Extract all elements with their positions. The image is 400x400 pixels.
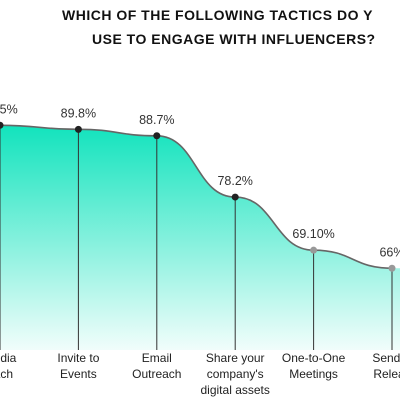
point (310, 246, 318, 254)
x-tick-label: Email (142, 351, 172, 365)
x-tick-label: each (0, 367, 13, 381)
x-tick-label: company's (207, 367, 264, 381)
x-tick-label: Outreach (132, 367, 181, 381)
value-label: 89.8% (61, 106, 96, 120)
value-label: 78.2% (217, 174, 252, 188)
x-tick-label: Events (60, 367, 97, 381)
value-label: 88.7% (139, 113, 174, 127)
x-tick-label: Media (0, 351, 17, 365)
chart-title: USE TO ENGAGE WITH INFLUENCERS? (92, 31, 376, 47)
value-label: 69.10% (292, 227, 334, 241)
x-tick-label: Meetings (289, 367, 338, 381)
x-tick-label: digital assets (201, 383, 270, 397)
area (0, 125, 400, 350)
x-tick-label: Share your (206, 351, 265, 365)
value-label: 90.5% (0, 102, 18, 116)
point (0, 121, 4, 129)
chart-title: WHICH OF THE FOLLOWING TACTICS DO Y (62, 7, 373, 23)
x-tick-label: Releas (373, 367, 400, 381)
value-label: 66% (379, 245, 400, 259)
point (388, 264, 396, 272)
x-tick-label: One-to-One (282, 351, 346, 365)
point (231, 193, 239, 201)
line (0, 124, 393, 270)
x-tick-label: Invite to (57, 351, 99, 365)
point (153, 132, 161, 140)
point (74, 125, 82, 133)
x-tick-label: Send P (372, 351, 400, 365)
